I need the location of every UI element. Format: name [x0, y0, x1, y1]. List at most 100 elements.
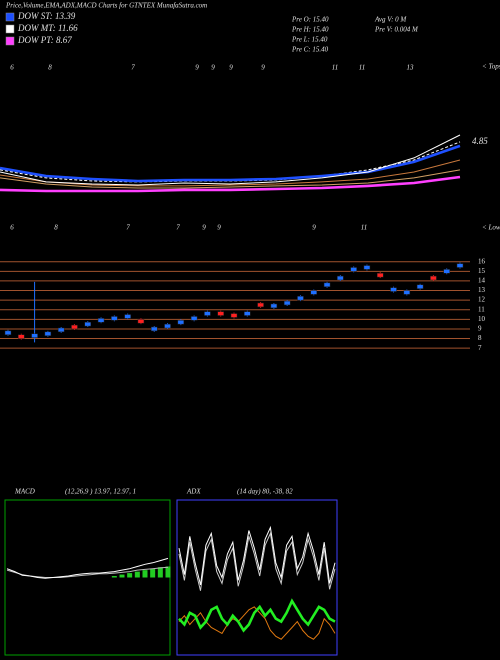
candle-body — [403, 290, 411, 295]
price-info: Pre L: 15.40 — [291, 36, 328, 44]
low-marker: < Lows — [482, 224, 500, 232]
date-label: 6 — [10, 64, 14, 72]
series-line — [178, 531, 336, 591]
date-label: 7 — [131, 64, 135, 72]
date-label: 8 — [54, 224, 58, 232]
volume-info: Pre V: 0.004 M — [374, 26, 419, 34]
candle-body — [4, 330, 12, 335]
date-label: 7 — [126, 224, 130, 232]
candle-body — [297, 296, 304, 301]
panel-title: MACD — [14, 488, 35, 496]
candle-body — [18, 334, 25, 339]
series-line — [178, 525, 336, 586]
histogram-bar — [165, 566, 171, 578]
candle-body — [283, 300, 291, 306]
candle-body — [430, 275, 437, 281]
candle-body — [84, 321, 92, 327]
candle-body — [31, 333, 38, 338]
candle-body — [270, 303, 278, 309]
date-label: 9 — [202, 224, 206, 232]
y-tick-label: 13 — [478, 286, 486, 294]
histogram-bar — [157, 567, 163, 578]
legend-swatch — [5, 24, 15, 34]
y-tick-label: 10 — [478, 315, 486, 323]
panel-subtitle: (12,26,9 ) 13.97, 12.97, 1 — [65, 488, 136, 496]
date-label: 11 — [359, 64, 365, 72]
candle-body — [350, 267, 357, 272]
series-line — [178, 598, 336, 633]
candle-body — [164, 323, 171, 329]
candle-body — [190, 316, 198, 321]
candle-body — [310, 290, 318, 295]
y-tick-label: 16 — [478, 257, 486, 265]
series-line — [6, 557, 169, 579]
series-line — [0, 134, 461, 186]
price-info: Pre C: 15.40 — [291, 46, 329, 54]
y-tick-label: 12 — [478, 296, 486, 304]
page-title: Price,Volume,EMA,ADX,MACD Charts for GTN… — [5, 2, 207, 10]
series-line — [0, 159, 461, 187]
candle-body — [57, 327, 65, 333]
candle-body — [376, 272, 384, 278]
legend-swatch — [5, 36, 15, 46]
y-tick-label: 9 — [478, 325, 482, 333]
candle-body — [71, 324, 78, 330]
candle-body — [390, 287, 397, 292]
date-label: 6 — [10, 224, 14, 232]
price-info: Pre H: 15.40 — [291, 26, 329, 34]
panel-subtitle: (14 day) 80, -38, 82 — [237, 488, 293, 496]
legend-label: DOW MT: 11.66 — [17, 23, 78, 33]
date-label: 13 — [407, 64, 415, 72]
histogram-bar — [119, 574, 125, 578]
series-line — [0, 169, 461, 189]
legend-label: DOW ST: 13.39 — [17, 11, 76, 21]
histogram-bar — [134, 571, 140, 578]
date-label: 9 — [211, 64, 215, 72]
candle-body — [137, 319, 145, 324]
candle-body — [111, 316, 118, 321]
date-label: 9 — [195, 64, 199, 72]
candle-body — [416, 284, 424, 289]
candle-body — [124, 314, 131, 319]
date-label: 9 — [217, 224, 221, 232]
top-marker: < Tops — [482, 63, 500, 71]
candle-body — [443, 269, 450, 274]
candle-body — [257, 302, 264, 308]
candle-body — [177, 320, 185, 325]
series-line — [0, 175, 461, 193]
candle-body — [230, 313, 238, 318]
y-tick-label: 7 — [478, 344, 482, 352]
y-tick-label: 8 — [478, 334, 482, 342]
histogram-bar — [142, 570, 148, 578]
candle-body — [217, 311, 224, 316]
y-tick-label: 11 — [478, 305, 485, 313]
date-label: 8 — [48, 64, 52, 72]
histogram-bar — [111, 576, 117, 578]
legend-swatch — [5, 12, 15, 22]
candle-body — [97, 318, 105, 323]
candle-body — [150, 326, 158, 332]
candle-body — [456, 263, 464, 268]
candle-body — [204, 311, 211, 316]
candle-body — [44, 331, 52, 336]
histogram-bar — [127, 573, 133, 578]
candle-body — [244, 311, 251, 316]
series-line — [0, 144, 461, 183]
candle-body — [323, 282, 331, 287]
legend-label: DOW PT: 8.67 — [17, 35, 72, 45]
y-tick-label: 14 — [478, 277, 486, 285]
panel-frame — [176, 499, 338, 656]
date-label: 7 — [176, 224, 180, 232]
volume-info: Avg V: 0 M — [374, 16, 407, 24]
panel-title: ADX — [186, 488, 201, 496]
date-label: 9 — [312, 224, 316, 232]
date-label: 11 — [332, 64, 338, 72]
date-label: 11 — [361, 224, 367, 232]
candle-body — [363, 265, 371, 270]
y-tick-label: 15 — [478, 267, 486, 275]
date-label: 9 — [261, 64, 265, 72]
ema-annotation: 4.85 — [472, 136, 488, 146]
candle-body — [337, 275, 344, 281]
